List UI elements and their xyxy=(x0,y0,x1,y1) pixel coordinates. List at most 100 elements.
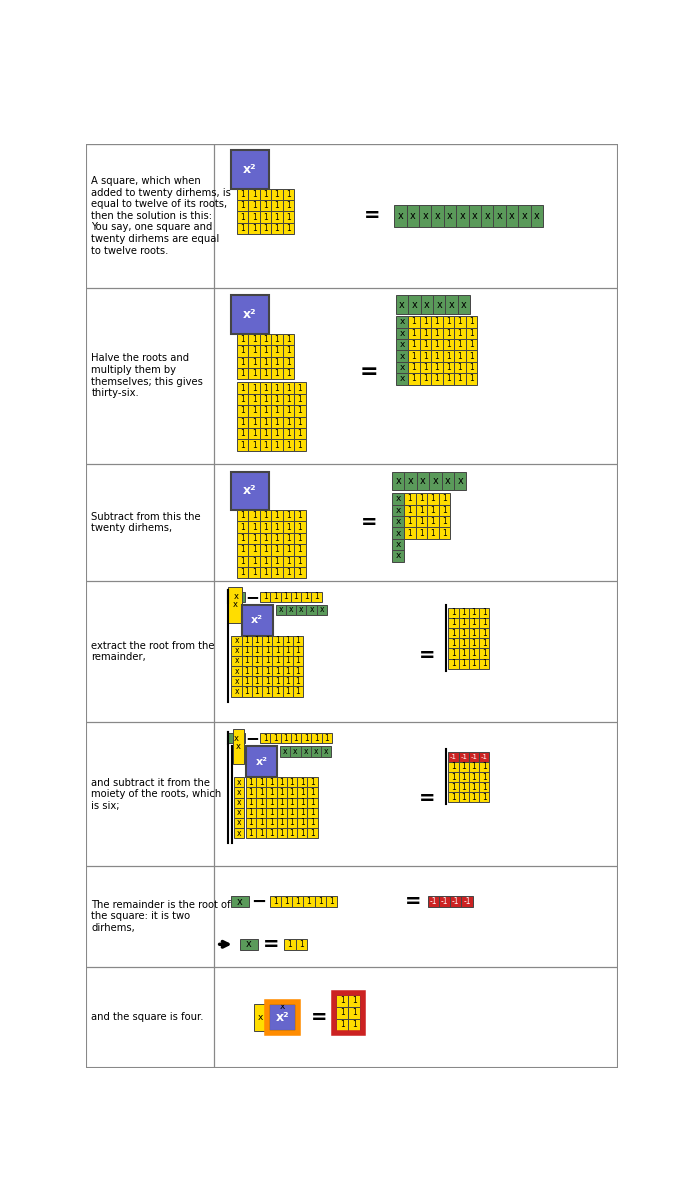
Text: 1: 1 xyxy=(431,529,436,538)
Bar xyxy=(287,818,297,828)
Text: -1: -1 xyxy=(429,898,437,906)
Text: 1: 1 xyxy=(340,1020,345,1030)
Bar xyxy=(479,648,489,659)
Bar xyxy=(336,1007,348,1019)
Bar xyxy=(267,798,277,808)
Text: 1: 1 xyxy=(263,534,268,544)
Bar xyxy=(246,818,256,828)
Bar xyxy=(450,896,461,907)
Text: x: x xyxy=(472,211,477,221)
Bar xyxy=(234,828,244,838)
Bar xyxy=(293,646,303,656)
Text: 1: 1 xyxy=(310,788,315,797)
Text: 1: 1 xyxy=(329,898,334,906)
Bar xyxy=(392,493,405,505)
Bar xyxy=(254,1004,267,1031)
Bar xyxy=(416,505,427,516)
Text: =: = xyxy=(364,206,381,226)
Text: 1: 1 xyxy=(269,788,274,797)
Text: 1: 1 xyxy=(472,773,476,781)
Text: 1: 1 xyxy=(249,818,254,828)
Text: 1: 1 xyxy=(286,370,291,378)
Bar xyxy=(466,373,477,385)
Text: x: x xyxy=(299,605,304,614)
Text: x²: x² xyxy=(243,485,257,497)
Bar xyxy=(416,516,427,528)
Bar xyxy=(240,938,258,950)
Text: 1: 1 xyxy=(431,506,436,515)
Bar xyxy=(405,516,416,528)
Bar xyxy=(431,328,442,340)
Text: 1: 1 xyxy=(263,384,268,392)
Bar xyxy=(246,828,256,838)
Text: 1: 1 xyxy=(251,212,256,222)
Text: x: x xyxy=(313,746,318,756)
Bar xyxy=(228,592,245,601)
Bar xyxy=(260,439,271,451)
Bar xyxy=(242,686,252,696)
Bar xyxy=(454,317,466,328)
Text: 1: 1 xyxy=(263,418,268,427)
Text: x: x xyxy=(521,211,528,221)
Text: 1: 1 xyxy=(265,636,269,646)
Bar xyxy=(246,808,256,818)
Bar xyxy=(459,638,469,648)
Text: 1: 1 xyxy=(251,440,256,450)
Bar xyxy=(396,317,408,328)
Text: −: − xyxy=(245,730,259,748)
Text: x: x xyxy=(432,476,438,486)
Bar xyxy=(315,896,326,907)
Text: x: x xyxy=(509,211,515,221)
Bar xyxy=(392,528,405,539)
Text: x: x xyxy=(395,476,401,486)
Text: 1: 1 xyxy=(251,557,256,566)
Bar xyxy=(442,472,454,491)
Bar xyxy=(297,808,307,818)
Bar xyxy=(262,646,272,656)
Bar xyxy=(286,605,296,614)
Bar xyxy=(234,778,244,787)
Bar xyxy=(281,592,291,601)
Bar xyxy=(271,394,283,406)
Bar xyxy=(449,618,459,628)
Bar xyxy=(396,340,408,350)
Bar xyxy=(283,522,294,533)
Text: x: x xyxy=(447,211,453,221)
Text: 1: 1 xyxy=(423,352,428,361)
Bar xyxy=(427,516,439,528)
Bar xyxy=(249,383,260,394)
Text: 1: 1 xyxy=(251,569,256,577)
Bar xyxy=(307,818,317,828)
Text: 1: 1 xyxy=(284,733,289,743)
Text: 1: 1 xyxy=(286,358,291,367)
Text: 1: 1 xyxy=(310,798,315,808)
Text: 1: 1 xyxy=(273,592,278,601)
Text: 1: 1 xyxy=(482,649,486,658)
Text: 1: 1 xyxy=(259,828,264,838)
Bar xyxy=(294,545,306,556)
Text: =: = xyxy=(359,362,378,382)
Bar xyxy=(283,428,294,439)
Bar xyxy=(431,317,442,328)
Text: x: x xyxy=(407,476,414,486)
Bar xyxy=(466,317,477,328)
Text: 1: 1 xyxy=(451,649,456,658)
Bar xyxy=(392,551,405,562)
Text: 1: 1 xyxy=(275,440,280,450)
Text: 1: 1 xyxy=(240,335,245,344)
Text: 1: 1 xyxy=(462,793,466,802)
Bar xyxy=(282,666,293,677)
Text: 1: 1 xyxy=(263,370,268,378)
Bar xyxy=(295,938,307,950)
Bar xyxy=(461,896,473,907)
Text: 1: 1 xyxy=(412,329,416,338)
Text: 1: 1 xyxy=(263,347,268,355)
Text: x: x xyxy=(396,506,401,515)
Bar xyxy=(249,211,260,223)
Text: 1: 1 xyxy=(431,494,436,504)
Bar xyxy=(294,428,306,439)
Text: 1: 1 xyxy=(240,511,245,521)
Bar xyxy=(431,362,442,373)
Text: 1: 1 xyxy=(275,511,280,521)
Text: 1: 1 xyxy=(249,778,254,787)
